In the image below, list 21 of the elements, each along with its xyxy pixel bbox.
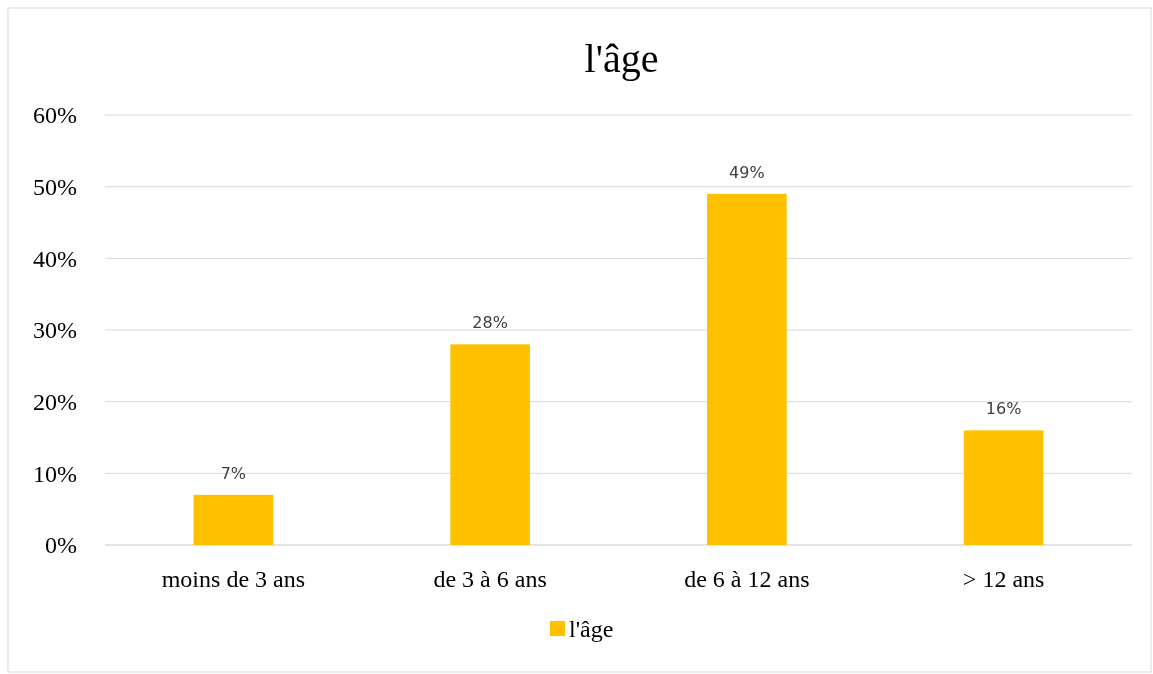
data-label: 16% [985, 399, 1022, 419]
data-label: 49% [729, 162, 765, 182]
y-tick-label: 30% [33, 317, 77, 344]
x-tick-label: moins de 3 ans [161, 566, 306, 592]
legend-label: l'âge [569, 616, 614, 642]
y-tick-label: 20% [33, 389, 77, 416]
bar [707, 193, 787, 545]
y-tick-label: 10% [33, 460, 77, 487]
x-tick-label: > 12 ans [962, 566, 1045, 592]
data-label: 7% [220, 463, 247, 483]
bar [963, 430, 1044, 545]
y-tick-label: 0% [45, 532, 77, 559]
chart-title: l'âge [584, 36, 659, 81]
data-label: 28% [472, 313, 508, 333]
bar [450, 344, 530, 545]
y-tick-label: 50% [33, 174, 77, 201]
y-tick-label: 60% [33, 102, 77, 129]
bar [193, 494, 274, 545]
x-tick-label: de 6 à 12 ans [684, 566, 810, 592]
x-tick-label: de 3 à 6 ans [433, 566, 547, 592]
y-tick-label: 40% [33, 245, 77, 272]
